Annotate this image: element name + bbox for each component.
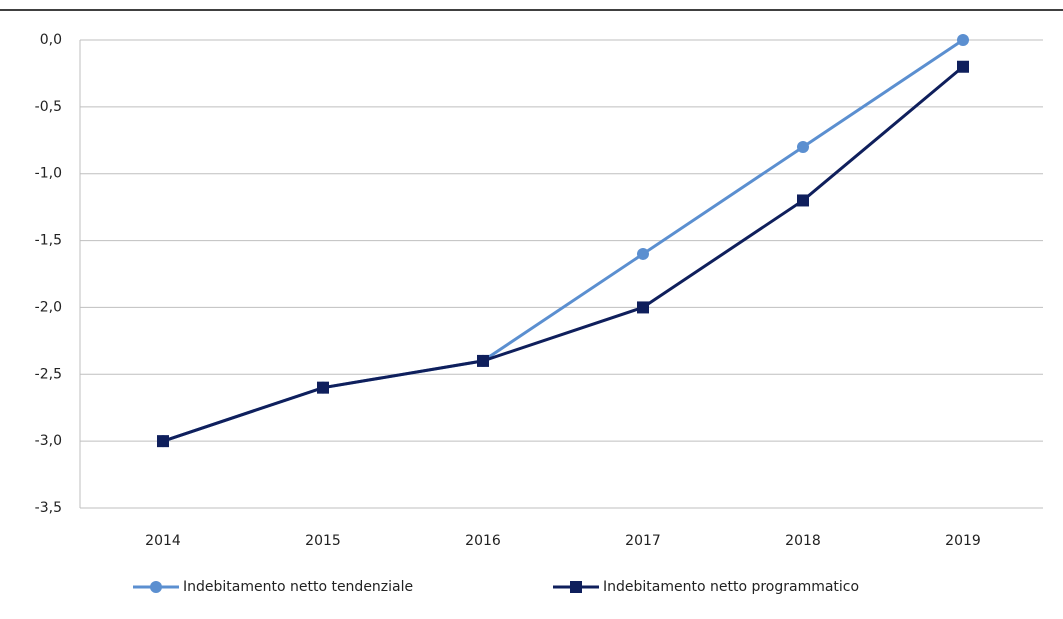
y-tick-label: -1,5 — [35, 233, 62, 249]
x-tick-label: 2015 — [305, 533, 341, 549]
y-tick-label: -2,5 — [35, 366, 62, 382]
data-point — [637, 301, 649, 314]
y-tick-label: -0,5 — [35, 99, 62, 115]
data-point — [957, 60, 969, 73]
x-tick-label: 2019 — [945, 533, 981, 549]
x-tick-label: 2014 — [145, 533, 181, 549]
y-tick-label: -1,0 — [35, 166, 62, 182]
legend-label: Indebitamento netto programmatico — [603, 579, 859, 595]
x-tick-label: 2017 — [625, 533, 661, 549]
data-point — [957, 34, 969, 46]
data-point — [637, 247, 649, 260]
legend-marker — [150, 581, 162, 593]
y-tick-label: -2,0 — [35, 299, 62, 315]
legend-marker — [570, 581, 582, 593]
y-tick-label: -3,0 — [35, 433, 62, 449]
data-point — [317, 381, 329, 394]
x-tick-label: 2018 — [785, 533, 821, 549]
data-point — [477, 354, 489, 367]
series-line — [162, 65, 964, 443]
data-point — [157, 435, 169, 448]
data-point — [797, 194, 809, 207]
y-tick-label: -3,5 — [35, 500, 62, 516]
x-tick-label: 2016 — [465, 533, 501, 549]
y-tick-label: 0,0 — [40, 32, 62, 48]
data-point — [797, 140, 809, 153]
legend-label: Indebitamento netto tendenziale — [183, 579, 413, 595]
